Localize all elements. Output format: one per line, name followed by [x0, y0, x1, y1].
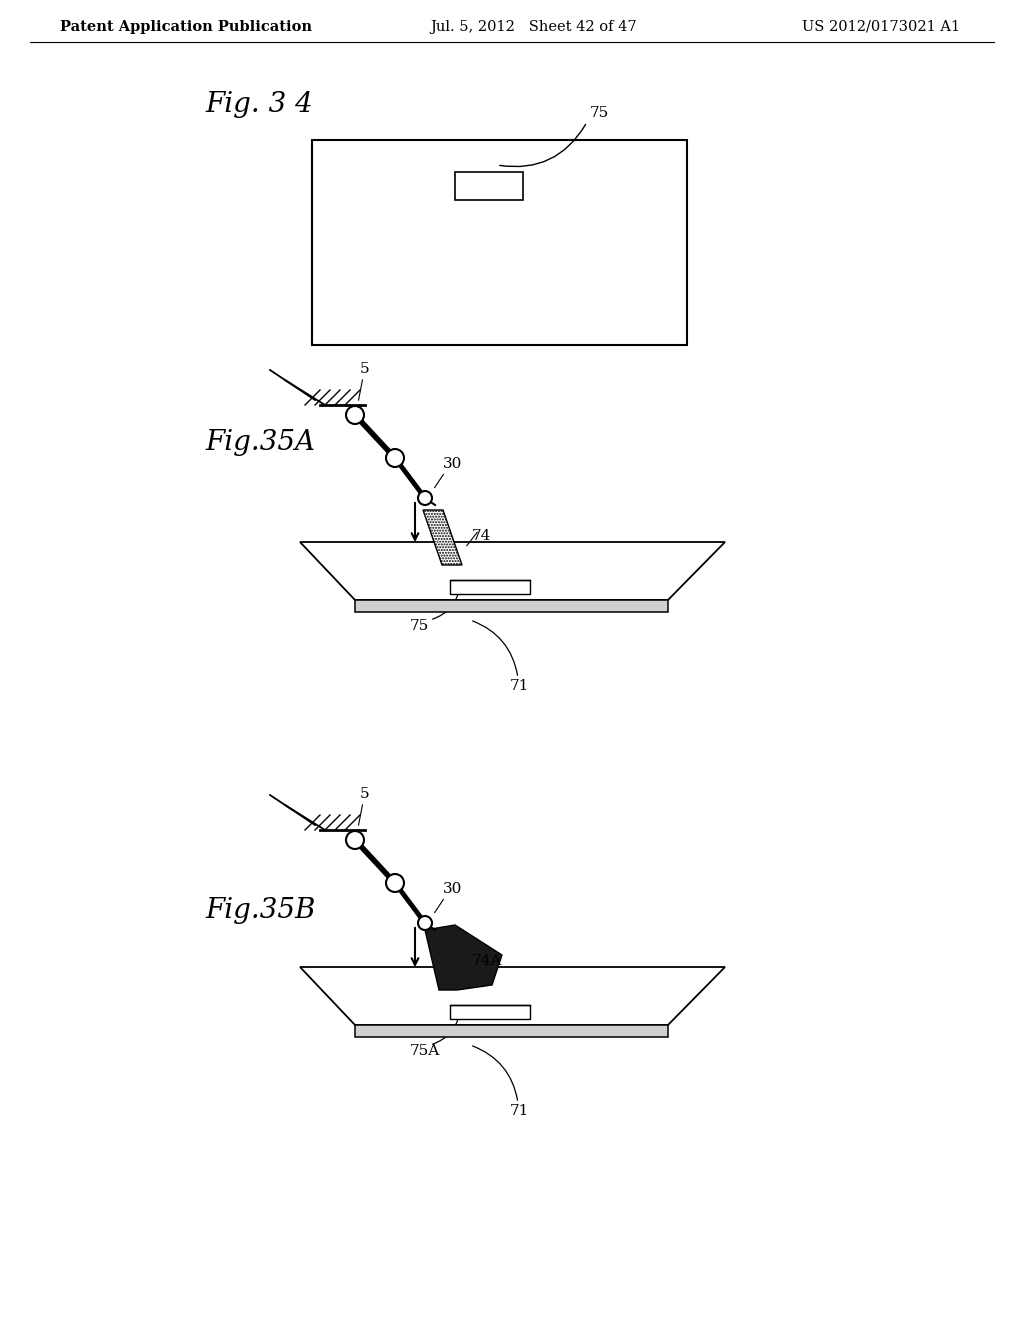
Polygon shape: [355, 601, 668, 612]
FancyArrowPatch shape: [473, 620, 517, 676]
Circle shape: [346, 407, 364, 424]
Text: 30: 30: [443, 882, 463, 896]
FancyArrowPatch shape: [473, 1045, 517, 1101]
FancyArrowPatch shape: [467, 532, 477, 545]
Text: 5: 5: [360, 787, 370, 801]
Text: Fig. 3 4: Fig. 3 4: [205, 91, 312, 119]
Circle shape: [346, 832, 364, 849]
Text: 74: 74: [472, 529, 492, 543]
Text: 30: 30: [443, 457, 463, 471]
Text: Fig.35B: Fig.35B: [205, 896, 315, 924]
Polygon shape: [300, 543, 725, 601]
Text: 75A: 75A: [410, 1044, 440, 1059]
Bar: [450, 1005, 530, 1019]
Polygon shape: [355, 1026, 668, 1038]
Text: 75: 75: [590, 106, 609, 120]
Text: US 2012/0173021 A1: US 2012/0173021 A1: [802, 20, 961, 34]
Circle shape: [418, 916, 432, 931]
FancyArrowPatch shape: [358, 805, 362, 825]
FancyArrowPatch shape: [432, 590, 460, 619]
Text: 74A: 74A: [472, 954, 503, 968]
Text: Jul. 5, 2012   Sheet 42 of 47: Jul. 5, 2012 Sheet 42 of 47: [430, 20, 637, 34]
Circle shape: [386, 874, 404, 892]
FancyArrowPatch shape: [432, 1015, 460, 1044]
Bar: [450, 579, 530, 594]
Text: Fig.35A: Fig.35A: [205, 429, 315, 455]
FancyArrowPatch shape: [467, 957, 477, 970]
Text: 75: 75: [410, 619, 429, 634]
Polygon shape: [300, 968, 725, 1026]
Circle shape: [418, 491, 432, 506]
Text: 5: 5: [360, 362, 370, 376]
Text: 71: 71: [510, 678, 529, 693]
FancyArrowPatch shape: [500, 124, 586, 166]
FancyArrowPatch shape: [434, 474, 443, 487]
Bar: [312, 140, 687, 345]
FancyArrowPatch shape: [358, 380, 362, 400]
Text: Patent Application Publication: Patent Application Publication: [60, 20, 312, 34]
FancyArrowPatch shape: [434, 899, 443, 912]
Bar: [455, 172, 523, 201]
Circle shape: [386, 449, 404, 467]
Polygon shape: [425, 925, 502, 990]
Polygon shape: [423, 510, 462, 565]
Text: 71: 71: [510, 1104, 529, 1118]
